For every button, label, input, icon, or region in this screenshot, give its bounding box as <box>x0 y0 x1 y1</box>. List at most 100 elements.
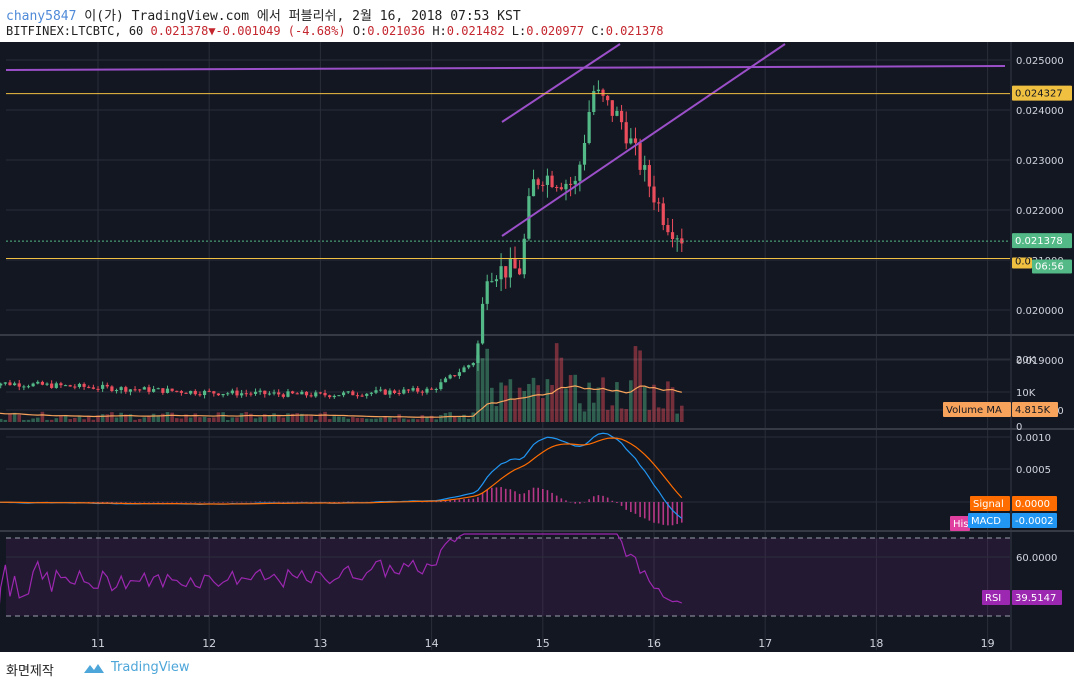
channel-upper-line[interactable] <box>501 43 621 123</box>
volume-ma-value-text: 4.815K <box>1015 405 1051 416</box>
chart-svg[interactable]: 0.0250000.0240000.0230000.0220000.021000… <box>0 42 1074 652</box>
time-tick-label: 18 <box>869 637 883 650</box>
macd-histogram-bar <box>574 502 577 504</box>
signal-value-bg <box>1012 496 1057 511</box>
volume-bar <box>31 418 35 422</box>
volume-bar <box>652 384 656 422</box>
signal-value-text: 0.0000 <box>1015 499 1050 510</box>
candle-body <box>50 383 54 388</box>
tradingview-link[interactable]: TradingView <box>83 660 190 675</box>
macd-histogram-bar <box>250 501 252 503</box>
signal-label-bg <box>970 496 1010 511</box>
volume-bar <box>249 413 253 422</box>
candle-body <box>610 100 614 116</box>
macd-histogram-bar <box>125 502 127 503</box>
volume-bar <box>91 419 96 422</box>
time-tick-label: 12 <box>202 637 216 650</box>
volume-bar <box>161 413 165 422</box>
macd-label-text: MACD <box>971 516 1001 527</box>
candle-body <box>17 383 21 387</box>
volume-bar <box>174 418 179 422</box>
volume-bar <box>267 415 272 422</box>
candle-body <box>267 393 272 395</box>
macd-histogram-bar <box>602 495 604 502</box>
candle-body <box>272 392 276 394</box>
macd-histogram-bar <box>481 493 484 502</box>
macd-histogram-bar <box>92 502 95 503</box>
chart-area[interactable]: 0.0250000.0240000.0230000.0220000.021000… <box>0 42 1074 652</box>
volume-bar <box>610 405 615 422</box>
volume-bar <box>276 415 281 422</box>
candle-body <box>73 386 77 388</box>
volume-bar <box>601 377 605 422</box>
volume-bar <box>151 413 156 422</box>
macd-histogram-bar <box>504 488 507 502</box>
macd-histogram-bar <box>611 500 614 502</box>
footer: 화면제작 TradingView <box>0 652 1074 688</box>
macd-histogram-bar <box>129 502 132 503</box>
volume-bar <box>624 409 628 422</box>
candle-body <box>226 393 230 395</box>
rsi-label-text: RSI <box>985 593 1001 604</box>
volume-bar <box>629 380 633 422</box>
macd-histogram-bar <box>565 500 567 502</box>
volume-bar <box>369 418 374 422</box>
volume-bar <box>170 412 174 422</box>
candle-body <box>341 392 346 396</box>
macd-histogram-bar <box>106 502 109 503</box>
volume-bar <box>457 415 462 422</box>
candle-body <box>365 393 369 396</box>
volume-bar <box>554 343 559 422</box>
candle-body <box>337 395 341 397</box>
candle-body <box>309 395 313 397</box>
volume-bar <box>550 385 554 422</box>
candle-body <box>304 391 309 396</box>
macd-histogram-bar <box>171 501 173 503</box>
macd-histogram-bar <box>537 487 539 502</box>
candle-body <box>643 165 647 170</box>
macd-histogram-bar <box>435 501 438 503</box>
volume-bar <box>661 408 666 422</box>
macd-histogram-bar <box>175 502 178 503</box>
publish-info: chany5847 이(가) TradingView.com 에서 퍼블리쉬, … <box>6 5 521 24</box>
candle-body <box>54 383 58 388</box>
candle-body <box>666 225 670 233</box>
candle-body <box>619 110 624 123</box>
volume-bar <box>35 417 40 422</box>
volume-bar <box>290 413 295 422</box>
macd-histogram-bar <box>453 499 456 502</box>
candle-body <box>207 390 211 392</box>
macd-histogram-bar <box>430 501 433 503</box>
macd-histogram-bar <box>569 502 572 503</box>
macd-histogram-bar <box>616 502 618 504</box>
macd-histogram-bar <box>463 499 465 502</box>
candle-body <box>170 388 174 391</box>
volume-bar <box>573 374 578 422</box>
macd-histogram-bar <box>342 501 345 503</box>
last-price-badge-bg <box>1012 233 1072 249</box>
volume-bar <box>388 417 392 422</box>
candle-body <box>652 186 656 203</box>
volume-bar <box>392 419 397 422</box>
volume-ma-label-bg <box>943 402 1011 417</box>
drawings[interactable] <box>5 43 1010 259</box>
candle-body <box>253 391 258 394</box>
chart-background <box>0 42 1074 652</box>
macd-histogram-bar <box>231 501 234 503</box>
author-link[interactable]: chany5847 <box>6 9 77 24</box>
macd-histogram-bar <box>268 501 271 503</box>
channel-lower-line[interactable] <box>501 43 786 237</box>
volume-bar <box>40 411 45 422</box>
macd-histogram-bar <box>560 498 563 502</box>
badges: 0.024327 0.021378 0.0 06:56 Volume MA 4.815K S… <box>943 85 1072 605</box>
macd-value-text: -0.0002 <box>1015 516 1054 527</box>
macd-histogram-bar <box>583 502 586 503</box>
volume-bar <box>582 411 587 422</box>
volume-bar <box>188 417 193 422</box>
volume-bar <box>82 419 86 422</box>
candle-body <box>647 165 651 187</box>
volume-bar <box>647 409 652 422</box>
candle-body <box>601 89 605 96</box>
horizontal-trend-line[interactable] <box>5 65 1006 71</box>
volume-bar <box>86 415 91 422</box>
